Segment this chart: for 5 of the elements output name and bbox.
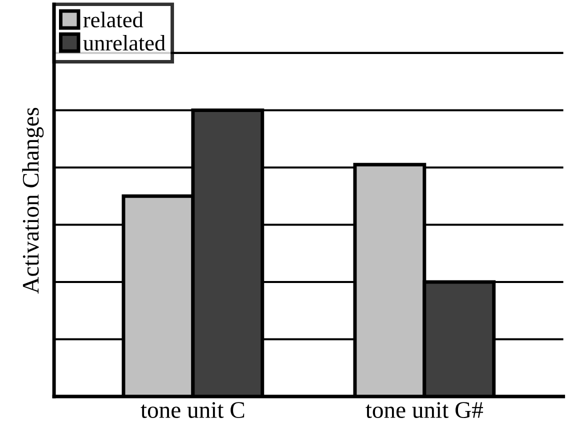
- legend-label: related: [83, 12, 144, 28]
- legend-label: unrelated: [83, 34, 166, 51]
- y-axis-title: Activation Changes: [22, 108, 44, 294]
- x-tick-label: tone unit C: [140, 402, 244, 418]
- x-tick-label: tone unit G#: [366, 402, 484, 418]
